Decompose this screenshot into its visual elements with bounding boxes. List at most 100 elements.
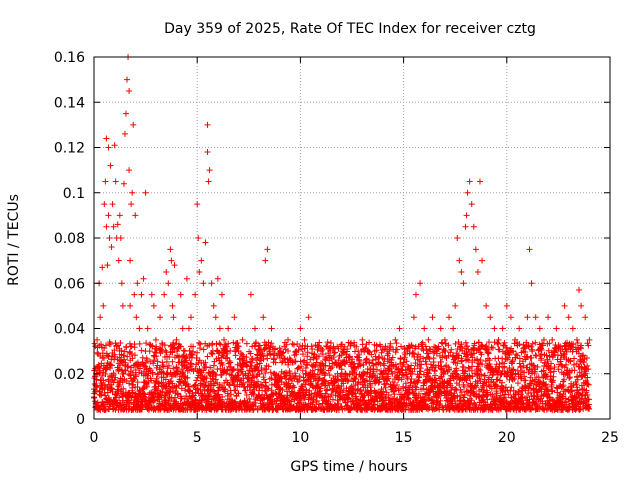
noise-point xyxy=(580,352,587,359)
noise-point xyxy=(563,361,570,368)
y-tick-label: 0 xyxy=(76,412,85,428)
noise-point xyxy=(224,366,231,373)
noise-point xyxy=(478,343,485,350)
data-point xyxy=(446,314,453,321)
data-point xyxy=(104,262,111,269)
noise-point xyxy=(219,393,226,400)
noise-point xyxy=(120,352,127,359)
data-point xyxy=(177,291,184,298)
noise-point xyxy=(232,387,239,394)
noise-point xyxy=(570,341,577,348)
noise-point xyxy=(123,344,130,351)
noise-point xyxy=(468,397,475,404)
data-point xyxy=(479,257,486,264)
noise-point xyxy=(526,396,533,403)
data-point xyxy=(578,302,585,309)
noise-point xyxy=(310,392,317,399)
data-point xyxy=(388,359,395,366)
noise-point xyxy=(192,381,199,388)
data-point xyxy=(168,257,175,264)
noise-point xyxy=(465,357,472,364)
data-point xyxy=(460,280,467,287)
data-point xyxy=(223,348,230,355)
noise-point xyxy=(298,363,305,370)
noise-point xyxy=(248,359,255,366)
noise-point xyxy=(464,343,471,350)
data-point xyxy=(247,291,254,298)
noise-point xyxy=(555,344,562,351)
noise-point xyxy=(561,376,568,383)
noise-point xyxy=(265,385,272,392)
noise-point xyxy=(452,386,459,393)
noise-point xyxy=(349,385,356,392)
data-point xyxy=(107,162,114,169)
noise-point xyxy=(121,348,128,355)
noise-point xyxy=(464,356,471,363)
noise-point xyxy=(253,339,260,346)
noise-point xyxy=(486,339,493,346)
noise-point xyxy=(505,354,512,361)
noise-point xyxy=(567,357,574,364)
noise-point xyxy=(447,349,454,356)
noise-point xyxy=(100,377,107,384)
noise-point xyxy=(129,355,136,362)
noise-point xyxy=(322,362,329,369)
noise-point xyxy=(478,371,485,378)
data-point xyxy=(134,280,141,287)
noise-point xyxy=(429,397,436,404)
noise-point xyxy=(506,365,513,372)
noise-point xyxy=(448,346,455,353)
data-point xyxy=(159,348,166,355)
data-point xyxy=(417,280,424,287)
data-point xyxy=(109,201,116,208)
noise-point xyxy=(393,381,400,388)
noise-point xyxy=(313,397,320,404)
noise-point xyxy=(514,380,521,387)
noise-point xyxy=(385,375,392,382)
noise-point xyxy=(189,348,196,355)
y-tick-label: 0.04 xyxy=(54,322,85,338)
noise-point xyxy=(531,392,538,399)
noise-point xyxy=(545,347,552,354)
noise-point xyxy=(265,339,272,346)
noise-point xyxy=(308,378,315,385)
data-point xyxy=(227,359,234,366)
noise-point xyxy=(574,373,581,380)
noise-point xyxy=(584,391,591,398)
noise-point xyxy=(131,344,138,351)
noise-point xyxy=(475,339,482,346)
data-point xyxy=(404,348,411,355)
noise-point xyxy=(226,358,233,365)
noise-point xyxy=(194,349,201,356)
noise-point xyxy=(415,377,422,384)
noise-point xyxy=(98,341,105,348)
noise-point xyxy=(563,348,570,355)
data-point xyxy=(192,291,199,298)
noise-point xyxy=(456,352,463,359)
noise-point xyxy=(98,391,105,398)
noise-point xyxy=(516,341,523,348)
noise-point xyxy=(580,358,587,365)
noise-point xyxy=(162,383,169,390)
noise-point xyxy=(501,339,508,346)
noise-point xyxy=(573,381,580,388)
noise-point xyxy=(439,354,446,361)
noise-point xyxy=(239,351,246,358)
noise-point xyxy=(112,374,119,381)
data-point xyxy=(167,246,174,253)
noise-point xyxy=(398,376,405,383)
noise-point xyxy=(560,391,567,398)
data-point xyxy=(260,314,267,321)
noise-point xyxy=(118,347,125,354)
noise-point xyxy=(483,345,490,352)
noise-point xyxy=(232,352,239,359)
noise-point xyxy=(177,343,184,350)
noise-point xyxy=(159,362,166,369)
noise-point xyxy=(422,343,429,350)
noise-point xyxy=(508,384,515,391)
data-point xyxy=(163,268,170,275)
data-point xyxy=(122,110,129,117)
x-tick-label: 20 xyxy=(498,430,516,446)
noise-point xyxy=(165,362,172,369)
x-tick-label: 25 xyxy=(601,430,619,446)
